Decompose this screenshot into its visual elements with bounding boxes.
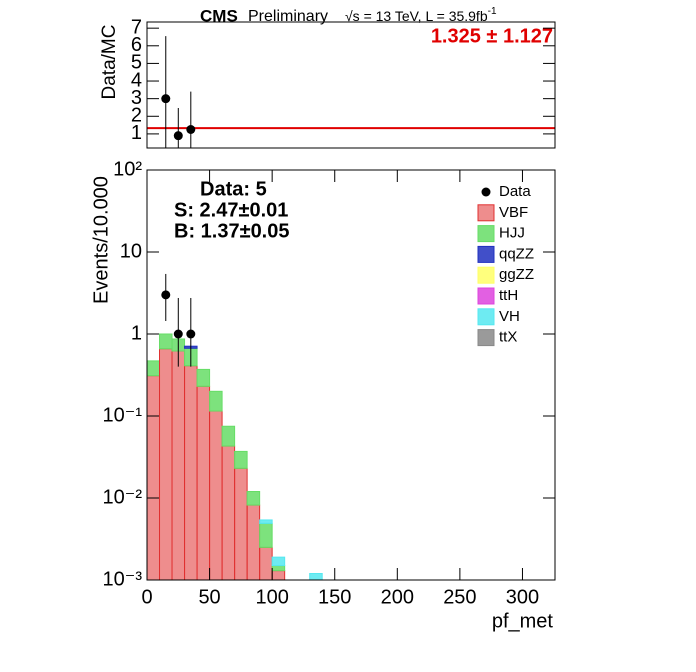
x-tick-label: 50 bbox=[198, 586, 220, 608]
y-tick-label: 4 bbox=[131, 69, 142, 91]
y-tick-label: 3 bbox=[131, 87, 142, 109]
y-tick-label: 10⁻² bbox=[103, 486, 143, 508]
y-tick-label: 7 bbox=[131, 16, 142, 38]
data-point bbox=[173, 329, 183, 339]
legend-label: ttH bbox=[499, 287, 518, 304]
legend-label: Data bbox=[499, 183, 531, 200]
legend-swatch bbox=[477, 287, 495, 305]
stack-segment bbox=[259, 546, 273, 580]
frame bbox=[146, 21, 556, 149]
x-tick-label: 150 bbox=[318, 586, 351, 608]
legend-swatch bbox=[477, 308, 495, 326]
stack-segment bbox=[221, 445, 236, 580]
y-tick-label: 10² bbox=[113, 158, 142, 180]
stack-segment bbox=[147, 360, 161, 377]
frame bbox=[146, 169, 556, 581]
ratio-y-label: Data/MC bbox=[99, 25, 120, 100]
stack-segment bbox=[221, 425, 236, 447]
summary-data: Data: 5 bbox=[200, 178, 267, 200]
experiment: CMS bbox=[200, 6, 238, 25]
legend-label: VH bbox=[499, 308, 520, 325]
x-axis-label: pf_met bbox=[492, 610, 554, 632]
ratio-point bbox=[173, 131, 183, 141]
stack-segment bbox=[159, 333, 173, 350]
x-tick-label: 100 bbox=[255, 586, 288, 608]
legend-label: VBF bbox=[499, 204, 528, 221]
legend-swatch bbox=[477, 225, 495, 243]
ratio-plot bbox=[147, 36, 555, 148]
y-tick-label: 10⁻¹ bbox=[103, 404, 143, 426]
legend-swatch bbox=[477, 204, 495, 222]
legend-swatch bbox=[477, 329, 495, 347]
summary-background: B: 1.37±0.05 bbox=[174, 220, 290, 242]
lumi: √s = 13 TeV, L = 35.9fb-1 bbox=[345, 6, 497, 24]
data-point bbox=[161, 290, 171, 300]
stack-segment bbox=[159, 348, 173, 580]
y-tick-label: 6 bbox=[131, 34, 142, 56]
legend-marker bbox=[481, 187, 491, 197]
y-axis-label: Events/10.000 bbox=[90, 176, 112, 304]
stack-segment bbox=[147, 375, 161, 580]
status: Preliminary bbox=[248, 8, 328, 25]
data-point bbox=[186, 329, 196, 339]
y-tick-label: 2 bbox=[131, 105, 142, 127]
y-tick-label: 5 bbox=[131, 52, 142, 74]
stack-segment bbox=[246, 504, 261, 580]
y-tick-label: 10⁻³ bbox=[103, 568, 143, 590]
ratio-text: 1.325 ± 1.127 bbox=[431, 25, 553, 47]
stack-segment bbox=[209, 390, 223, 412]
lumi-sup: -1 bbox=[488, 6, 497, 17]
y-tick-label: 1 bbox=[131, 122, 142, 144]
legend-label: ttX bbox=[499, 329, 517, 346]
main-plot bbox=[147, 273, 323, 580]
x-tick-label: 0 bbox=[141, 586, 152, 608]
x-tick-label: 200 bbox=[381, 586, 414, 608]
ratio-point bbox=[161, 94, 171, 104]
stack-segment bbox=[309, 573, 323, 580]
stack-segment bbox=[196, 368, 211, 387]
stack-segment bbox=[196, 385, 211, 580]
legend-swatch bbox=[477, 266, 495, 284]
stack-segment bbox=[259, 522, 273, 548]
x-tick-label: 250 bbox=[443, 586, 476, 608]
stack-segment bbox=[184, 365, 198, 580]
y-tick-label: 1 bbox=[131, 322, 142, 344]
lumi-text: √s = 13 TeV, L = 35.9fb bbox=[345, 8, 488, 24]
legend-label: qqZZ bbox=[499, 245, 534, 262]
stack-segment bbox=[234, 450, 248, 469]
ratio-point bbox=[186, 124, 196, 134]
y-tick-label: 10 bbox=[120, 240, 142, 262]
stack-segment bbox=[209, 410, 223, 580]
x-tick-label: 300 bbox=[506, 586, 539, 608]
stack-segment bbox=[259, 519, 273, 524]
stack-segment bbox=[171, 350, 186, 580]
stack-segment bbox=[271, 556, 286, 567]
summary-signal: S: 2.47±0.01 bbox=[174, 199, 288, 221]
legend-label: HJJ bbox=[499, 225, 525, 242]
stack-segment bbox=[234, 467, 248, 580]
stack-segment bbox=[246, 491, 261, 506]
legend-label: ggZZ bbox=[499, 266, 534, 283]
stack-segment bbox=[271, 565, 286, 572]
legend-swatch bbox=[477, 245, 495, 263]
